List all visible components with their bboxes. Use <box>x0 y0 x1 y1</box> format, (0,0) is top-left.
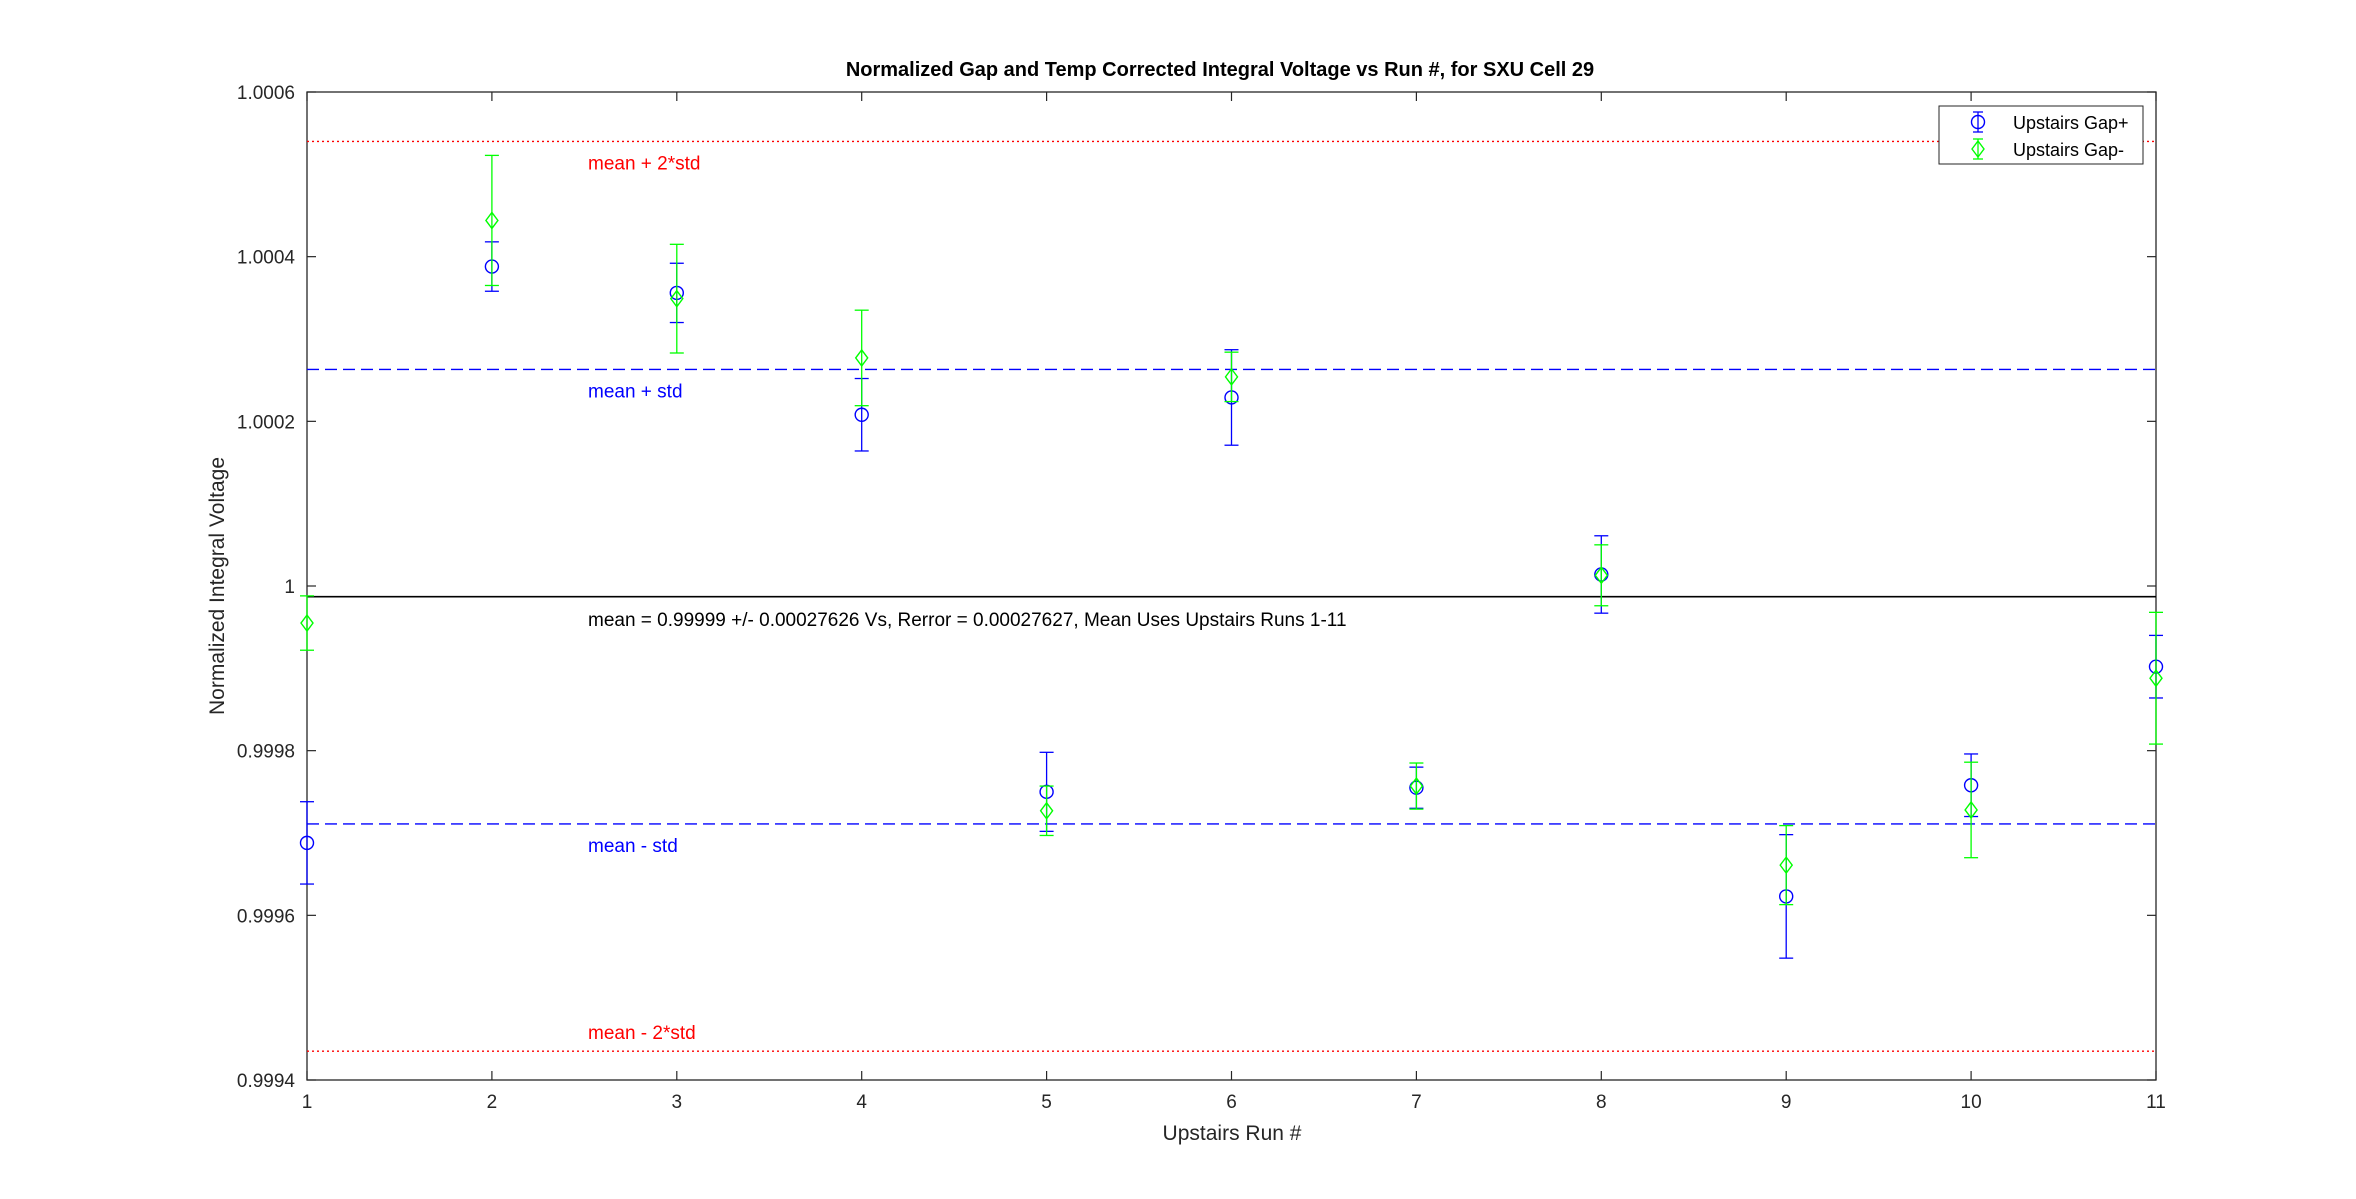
y-tick-label: 1.0004 <box>237 248 296 269</box>
plot-frame <box>306 91 2157 1081</box>
point-gap-minus <box>1779 855 1794 875</box>
point-gap-minus <box>669 289 684 308</box>
point-gap-minus <box>2149 669 2163 688</box>
y-tick-label: 0.9998 <box>237 742 295 763</box>
point-gap-minus <box>1224 367 1239 387</box>
axis-ticks: 1 2 3 4 5 6 7 8 9 10 11 0.9994 0.9996 0.9998 1 1.0002 1.… <box>237 83 2166 1113</box>
point-gap-minus <box>1594 566 1609 585</box>
ref-line-mean-minus-2-std-label: mean - 2*std <box>588 1023 696 1044</box>
chart-title: Normalized Gap and Temp Corrected Integr… <box>846 59 1594 81</box>
legend-marker-gap-plus <box>1970 114 1986 130</box>
legend-marker-gap-minus <box>1971 139 1985 159</box>
ref-line-mean-plus-2-std-label: mean + 2*std <box>588 153 701 174</box>
x-tick-label: 3 <box>672 1092 683 1113</box>
series-marks <box>299 154 2164 959</box>
ref-line-mean-plus-std-label: mean + std <box>588 381 683 402</box>
legend-entries <box>1970 111 1986 160</box>
point-gap-minus <box>1039 801 1054 820</box>
x-tick-label: 8 <box>1596 1092 1607 1113</box>
y-tick-label: 0.9994 <box>237 1071 296 1092</box>
legend-box <box>1938 105 2144 165</box>
reference-labels: mean + 2*std mean + std mean - std mean - 2… <box>588 153 701 1044</box>
mean-annotation: mean = 0.99999 +/- 0.00027626 Vs, Rerror… <box>588 610 1347 631</box>
point-gap-minus <box>485 211 499 230</box>
y-tick-label: 1.0002 <box>237 412 295 433</box>
x-tick-label: 2 <box>487 1092 498 1113</box>
point-gap-minus <box>1409 776 1424 796</box>
point-gap-plus <box>854 407 869 422</box>
point-gap-minus <box>1964 800 1978 820</box>
y-axis-label: Normalized Integral Voltage <box>206 457 229 715</box>
x-tick-label: 10 <box>1961 1092 1982 1113</box>
x-tick-label: 11 <box>2146 1092 2166 1113</box>
plot-area: mean + 2*std mean + std mean - std mean - 2… <box>237 83 2166 1113</box>
y-tick-label: 1.0006 <box>237 83 295 104</box>
point-gap-minus <box>854 348 869 368</box>
ref-line-mean-minus-std-label: mean - std <box>588 836 678 857</box>
point-gap-minus <box>300 613 314 633</box>
x-axis-label: Upstairs Run # <box>1163 1122 1302 1145</box>
x-tick-label: 9 <box>1781 1092 1792 1113</box>
x-tick-label: 7 <box>1411 1092 1422 1113</box>
legend-label-gap-plus: Upstairs Gap+ <box>2013 113 2129 133</box>
x-tick-label: 4 <box>856 1092 867 1113</box>
legend-label-gap-minus: Upstairs Gap- <box>2013 140 2124 160</box>
y-tick-label: 0.9996 <box>237 906 295 927</box>
x-tick-label: 6 <box>1226 1092 1237 1113</box>
x-tick-label: 1 <box>302 1092 313 1113</box>
point-gap-plus <box>299 835 315 851</box>
legend: Upstairs Gap+ Upstairs Gap- <box>1938 105 2144 165</box>
x-tick-label: 5 <box>1041 1092 1052 1113</box>
y-tick-label: 1 <box>284 577 295 598</box>
